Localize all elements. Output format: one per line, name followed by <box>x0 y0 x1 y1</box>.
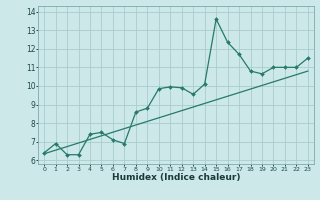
X-axis label: Humidex (Indice chaleur): Humidex (Indice chaleur) <box>112 173 240 182</box>
